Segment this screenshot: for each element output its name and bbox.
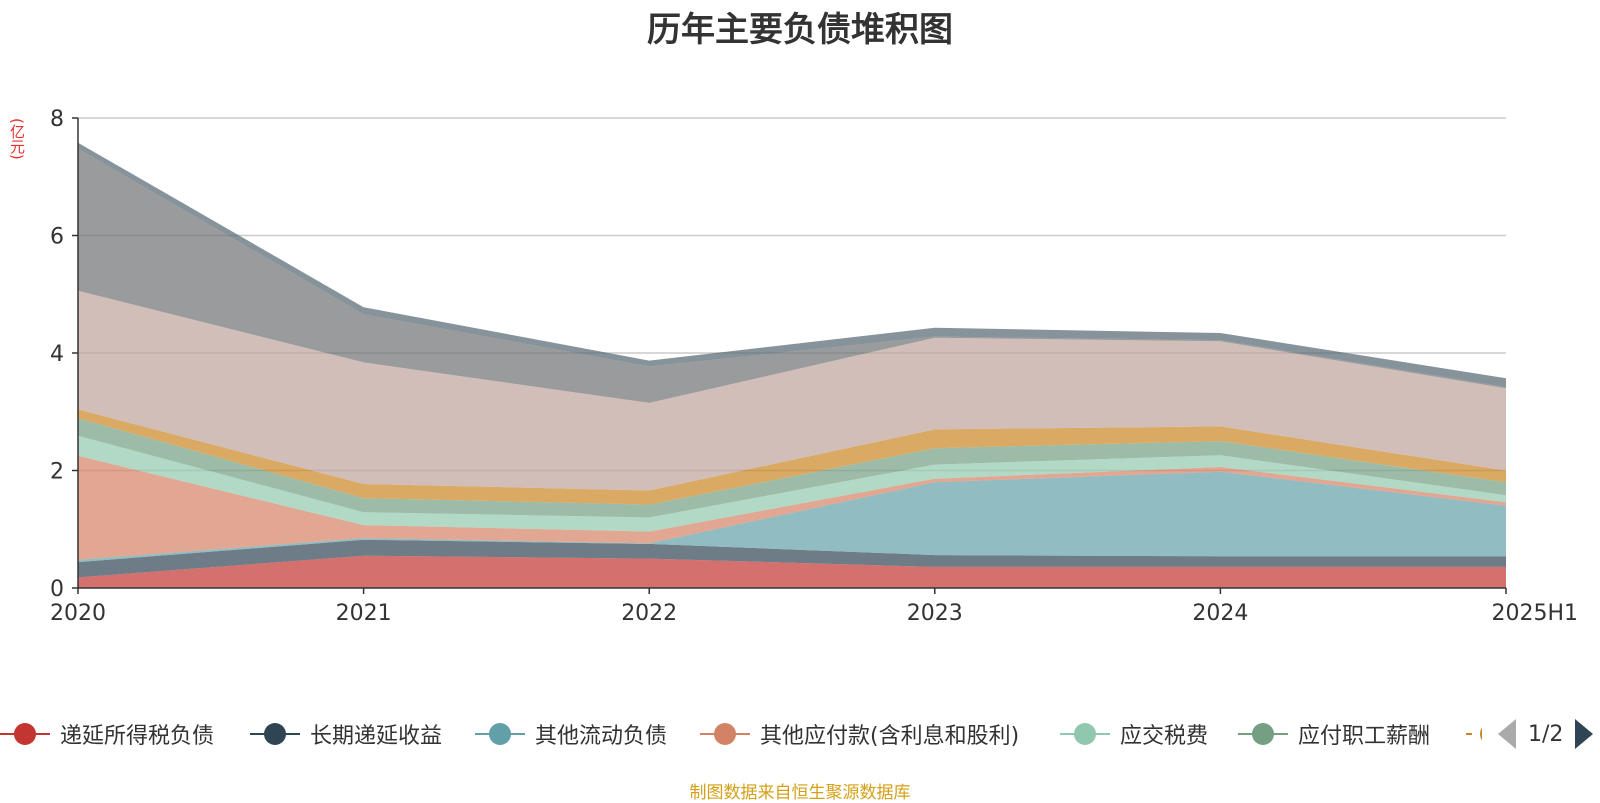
axes: 0 2 4 6 8 2020 2021 2022 2023 2024 2025H1 bbox=[50, 107, 1578, 626]
legend-swatch-icon bbox=[1466, 722, 1482, 746]
y-tick-label: 8 bbox=[50, 107, 64, 132]
x-tick-label: 2022 bbox=[621, 601, 677, 626]
legend-item-label: 其他应付款(含利息和股利) bbox=[760, 724, 1020, 749]
area-series-8 bbox=[78, 148, 1506, 403]
legend-item-label: 应交税费 bbox=[1120, 724, 1209, 749]
legend-item-label: 递延所得税负债 bbox=[60, 724, 215, 749]
area-series-1 bbox=[78, 539, 1506, 578]
legend-item[interactable]: 应付职工薪酬 bbox=[1238, 716, 1430, 752]
legend-swatch-icon bbox=[1060, 722, 1110, 746]
legend-item-label: 应付职工薪酬 bbox=[1298, 724, 1431, 749]
legend-prev-page-icon[interactable] bbox=[1498, 719, 1516, 749]
area-series-4 bbox=[78, 435, 1506, 532]
y-tick-label: 6 bbox=[50, 225, 64, 250]
area-series-9 bbox=[78, 142, 1506, 388]
legend-swatch-icon bbox=[700, 722, 750, 746]
x-tick-label: 2025H1 bbox=[1491, 601, 1578, 626]
legend-pager: 1/2 bbox=[1498, 716, 1594, 752]
y-tick-label: 2 bbox=[50, 460, 64, 485]
y-tick-label: 4 bbox=[50, 342, 64, 367]
legend-item[interactable]: 递延所得税负债 bbox=[0, 716, 214, 752]
x-tick-label: 2023 bbox=[907, 601, 963, 626]
y-tick-label: 0 bbox=[50, 577, 64, 602]
x-tick-label: 2021 bbox=[336, 601, 392, 626]
legend-item[interactable]: 长期递延收益 bbox=[250, 716, 442, 752]
legend-item[interactable]: 其他流动负债 bbox=[475, 716, 667, 752]
legend-swatch-icon bbox=[0, 722, 50, 746]
legend-item-label: 长期递延收益 bbox=[310, 724, 443, 749]
legend-item-partial[interactable] bbox=[1466, 716, 1482, 752]
area-series-3 bbox=[78, 455, 1506, 560]
legend-page-indicator: 1/2 bbox=[1528, 721, 1564, 747]
data-source-note: 制图数据来自恒生聚源数据库 bbox=[689, 783, 911, 803]
area-series-5 bbox=[78, 418, 1506, 518]
chart-title: 历年主要负债堆积图 bbox=[647, 10, 953, 50]
area-series-6 bbox=[78, 409, 1506, 505]
legend-swatch-icon bbox=[475, 722, 525, 746]
area-series-7 bbox=[78, 290, 1506, 491]
area-series-layer bbox=[78, 142, 1506, 588]
area-series-2 bbox=[78, 471, 1506, 563]
x-tick-label: 2024 bbox=[1192, 601, 1248, 626]
area-series-0 bbox=[78, 555, 1506, 588]
y-axis-unit-label: (亿元) bbox=[8, 118, 26, 160]
legend-next-page-icon[interactable] bbox=[1575, 719, 1594, 749]
legend: 递延所得税负债 长期递延收益 其他流动负债 其他应付款(含利息和股利) 应交税费 应付职工… bbox=[0, 716, 1600, 756]
legend-swatch-icon bbox=[250, 722, 300, 746]
legend-item[interactable]: 其他应付款(含利息和股利) bbox=[700, 716, 1019, 752]
x-tick-label: 2020 bbox=[50, 601, 106, 626]
legend-item-label: 其他流动负债 bbox=[535, 724, 668, 749]
legend-item[interactable]: 应交税费 bbox=[1060, 716, 1208, 752]
legend-swatch-icon bbox=[1238, 722, 1288, 746]
stacked-area-chart: 0 2 4 6 8 2020 2021 2022 2023 2024 2025H1 bbox=[50, 107, 1578, 626]
